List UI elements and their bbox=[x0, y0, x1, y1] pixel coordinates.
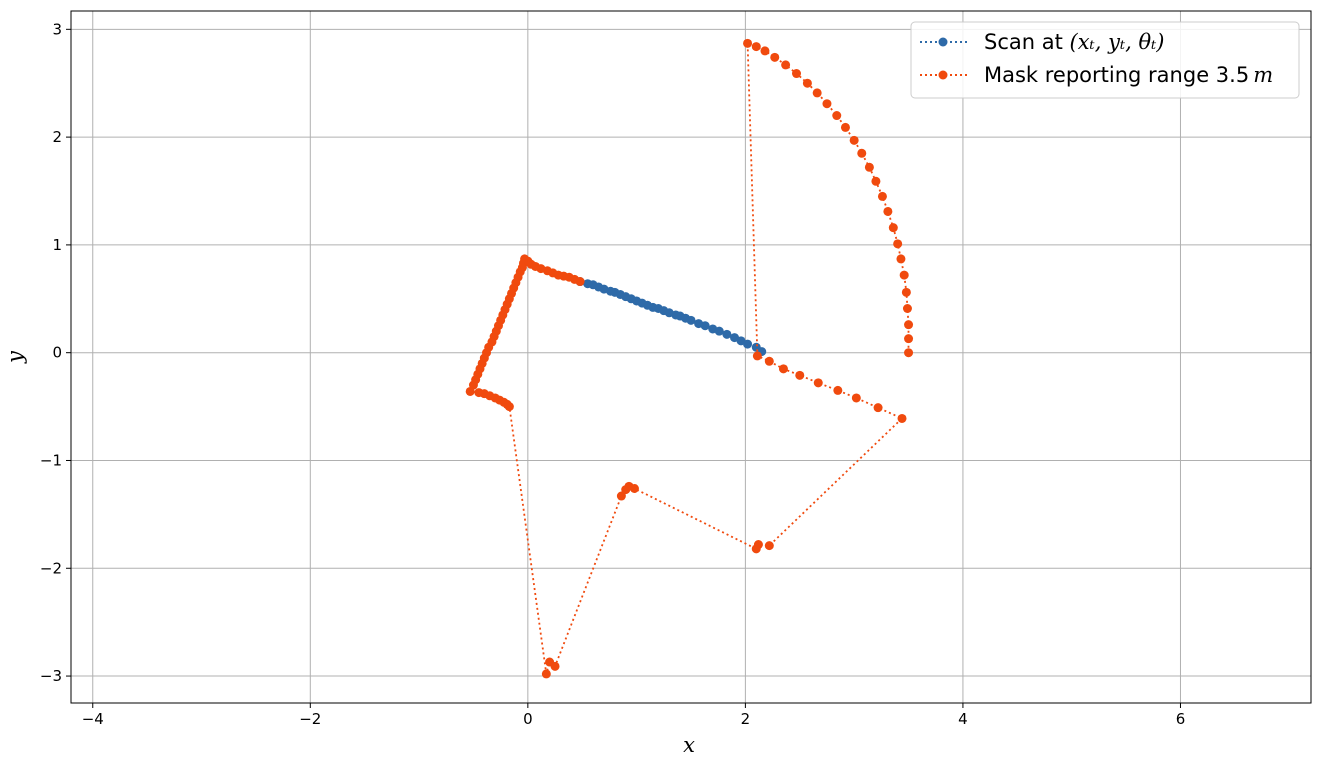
x-tick-label: −4 bbox=[82, 710, 104, 728]
data-point-mask bbox=[840, 122, 850, 132]
legend-label-mask: Mask reporting range 3.5 m bbox=[984, 63, 1273, 87]
data-point-mask bbox=[550, 661, 560, 671]
data-point-mask bbox=[465, 386, 475, 396]
data-point-mask bbox=[864, 162, 874, 172]
plot-area bbox=[71, 11, 1311, 703]
data-point-mask bbox=[616, 491, 626, 501]
y-tick-label: 1 bbox=[52, 236, 62, 254]
data-point-mask bbox=[795, 370, 805, 380]
data-point-mask bbox=[812, 88, 822, 98]
x-tick-label: 4 bbox=[958, 710, 968, 728]
data-point-mask bbox=[893, 239, 903, 249]
data-point-mask bbox=[832, 111, 842, 121]
data-point-mask bbox=[802, 78, 812, 88]
legend-box bbox=[910, 21, 1300, 99]
data-point-mask bbox=[781, 60, 791, 70]
data-point-mask bbox=[851, 393, 861, 403]
data-point-mask bbox=[873, 403, 883, 413]
data-point-mask bbox=[902, 303, 912, 313]
y-tick-label: 3 bbox=[52, 20, 62, 38]
data-point-mask bbox=[871, 176, 881, 186]
data-point-mask bbox=[833, 385, 843, 395]
data-point-mask bbox=[822, 99, 832, 109]
data-point-mask bbox=[760, 46, 770, 56]
data-point-mask bbox=[504, 402, 514, 412]
data-point-mask bbox=[629, 484, 639, 494]
data-point-mask bbox=[813, 378, 823, 388]
data-point-mask bbox=[904, 320, 914, 330]
data-point-mask bbox=[753, 540, 763, 550]
data-point-mask bbox=[764, 541, 774, 551]
x-tick-label: 2 bbox=[741, 710, 751, 728]
y-axis-label: y bbox=[3, 350, 27, 364]
data-point-mask bbox=[883, 206, 893, 216]
data-point-mask bbox=[743, 38, 753, 48]
y-tick-label: −1 bbox=[40, 451, 62, 469]
data-point-mask bbox=[901, 287, 911, 297]
y-tick-label: 0 bbox=[52, 344, 62, 362]
y-tick-label: 2 bbox=[52, 128, 62, 146]
data-point-mask bbox=[904, 334, 914, 344]
data-point-mask bbox=[770, 52, 780, 62]
y-tick-label: −2 bbox=[40, 559, 62, 577]
x-axis-label: x bbox=[683, 733, 695, 757]
plot-frame bbox=[70, 10, 1312, 704]
data-point-mask bbox=[904, 348, 914, 358]
legend-swatch-mask-marker bbox=[938, 70, 948, 80]
data-point-scan bbox=[686, 315, 696, 325]
x-tick-label: 6 bbox=[1176, 710, 1186, 728]
data-point-mask bbox=[877, 191, 887, 201]
data-point-mask bbox=[764, 356, 774, 366]
data-point-mask bbox=[849, 135, 859, 145]
data-point-scan bbox=[714, 326, 724, 336]
data-point-scan bbox=[722, 329, 732, 339]
data-point-mask bbox=[751, 42, 761, 52]
series-layer bbox=[465, 38, 914, 679]
data-point-mask bbox=[888, 223, 898, 233]
ticks: −4 −2 0 2 4 6 −3 −2 −1 0 1 2 3 bbox=[40, 20, 1185, 728]
data-point-mask bbox=[896, 254, 906, 264]
legend: Scan at (xₜ, yₜ, θₜ) Mask reporting rang… bbox=[910, 21, 1300, 99]
data-point-mask bbox=[897, 413, 907, 423]
data-point-mask bbox=[792, 69, 802, 79]
data-point-mask bbox=[541, 669, 551, 679]
x-tick-label: −2 bbox=[299, 710, 321, 728]
y-tick-label: −3 bbox=[40, 667, 62, 685]
data-point-mask bbox=[778, 364, 788, 374]
data-point-mask bbox=[899, 270, 909, 280]
legend-swatch-scan-marker bbox=[938, 37, 948, 47]
data-point-scan bbox=[700, 321, 710, 331]
data-point-mask bbox=[752, 351, 762, 361]
legend-label-scan: Scan at (xₜ, yₜ, θₜ) bbox=[984, 30, 1165, 54]
data-point-scan bbox=[743, 339, 753, 349]
x-tick-label: 0 bbox=[523, 710, 533, 728]
data-point-mask bbox=[857, 148, 867, 158]
